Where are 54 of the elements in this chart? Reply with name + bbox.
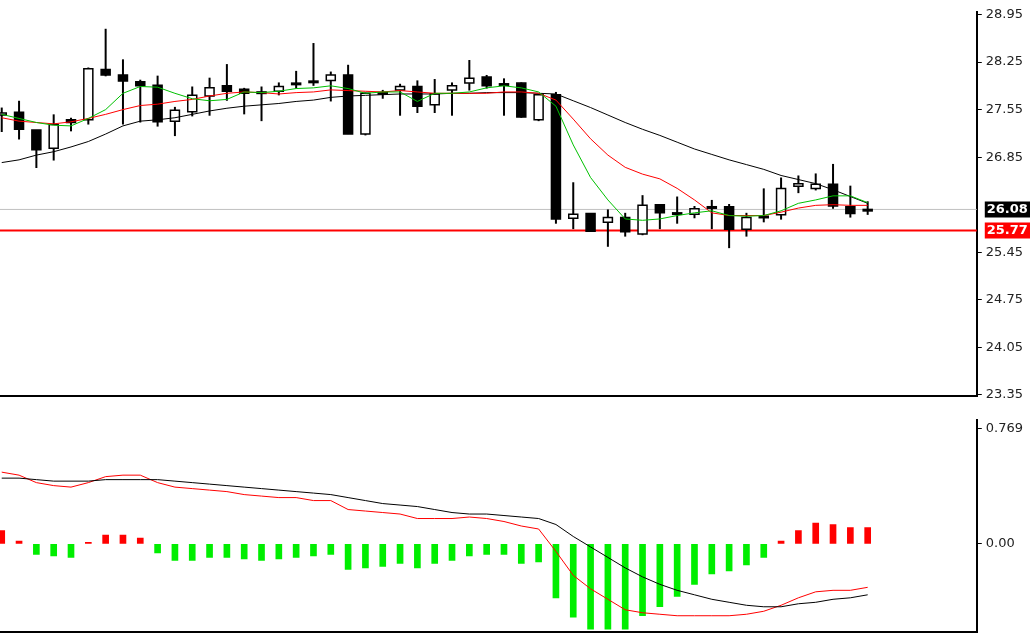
bar xyxy=(188,544,196,561)
bar xyxy=(292,544,300,558)
bar xyxy=(414,544,421,569)
bar xyxy=(431,544,439,564)
bar xyxy=(795,530,802,544)
bar xyxy=(396,544,404,564)
bar xyxy=(621,544,629,630)
bar xyxy=(102,534,109,544)
bar xyxy=(33,544,40,555)
y-tick-label: 27.55 xyxy=(985,100,1023,116)
bar xyxy=(206,544,213,558)
y-tick-label: 0.769 xyxy=(985,420,1023,436)
bar xyxy=(379,544,387,567)
bar xyxy=(847,527,854,544)
bar xyxy=(535,544,542,563)
y-tick-label: 24.05 xyxy=(985,338,1023,354)
bar xyxy=(0,530,6,544)
bar xyxy=(258,544,265,561)
bar xyxy=(639,544,646,617)
bar xyxy=(864,527,872,544)
bar xyxy=(50,544,58,557)
ref-line-label: 25.77 xyxy=(986,221,1028,237)
y-tick-label: 24.75 xyxy=(985,291,1023,307)
bar xyxy=(310,544,317,557)
bar xyxy=(154,544,161,554)
y-tick-label: 23.35 xyxy=(985,386,1023,402)
bar xyxy=(466,544,473,557)
bar xyxy=(691,544,698,585)
ref-line-label: 26.08 xyxy=(986,200,1028,216)
bar xyxy=(812,522,820,544)
bar xyxy=(517,544,525,564)
bar xyxy=(725,544,733,572)
bar xyxy=(500,544,508,555)
bar xyxy=(240,544,248,560)
bar xyxy=(223,544,231,558)
bar xyxy=(67,544,75,558)
bar xyxy=(743,544,750,566)
bar xyxy=(569,544,577,618)
bar xyxy=(829,524,837,544)
y-tick-label: 28.25 xyxy=(985,53,1023,69)
bar xyxy=(362,544,369,569)
y-tick-label: 26.85 xyxy=(985,148,1023,164)
bar xyxy=(327,544,335,555)
y-tick-label: 25.45 xyxy=(985,243,1023,259)
y-tick-label: 0.00 xyxy=(985,535,1015,551)
bar xyxy=(171,544,179,561)
bar xyxy=(587,544,594,630)
bar xyxy=(760,544,768,558)
bar xyxy=(483,544,490,555)
bar xyxy=(136,537,144,544)
bar xyxy=(344,544,352,570)
bar xyxy=(708,544,716,575)
bar xyxy=(448,544,456,561)
y-tick-label: 28.95 xyxy=(985,5,1023,21)
